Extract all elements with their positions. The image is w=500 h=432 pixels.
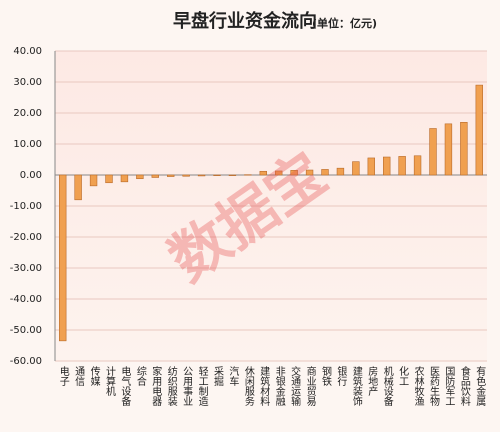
x-tick-label: 银行 [335, 365, 347, 387]
bar [383, 156, 391, 176]
chart-subtitle: (单位：亿元) [312, 16, 377, 30]
x-tick-label: 非银金融 [273, 366, 285, 407]
bar [259, 170, 267, 176]
bar [352, 161, 360, 176]
bar [197, 174, 206, 177]
x-tick-label: 医药生物 [428, 366, 440, 407]
bar [182, 174, 190, 177]
bar [413, 155, 422, 176]
bar [336, 167, 345, 176]
bar [120, 174, 129, 183]
y-tick-label: 0.00 [20, 170, 42, 181]
bar [475, 84, 483, 176]
bar [89, 174, 98, 187]
bar [136, 174, 144, 180]
bar [290, 170, 298, 176]
y-tick-label: -50.00 [10, 325, 42, 336]
y-tick-label: 40.00 [13, 46, 42, 57]
bar [367, 157, 375, 176]
x-tick-label: 公用事业 [181, 366, 193, 406]
bar [275, 170, 283, 176]
bar [74, 174, 82, 201]
bar [228, 174, 237, 176]
bar [105, 174, 113, 184]
x-tick-label: 汽车 [227, 365, 239, 387]
bar [398, 156, 406, 176]
y-tick-label: 30.00 [13, 77, 42, 88]
x-tick-label: 轻工制造 [196, 365, 208, 406]
bar [321, 169, 329, 176]
bar [59, 174, 67, 342]
bar [213, 174, 221, 176]
y-tick-label: -60.00 [10, 356, 42, 367]
x-tick-label: 钢铁 [320, 365, 332, 387]
x-tick-label: 建筑材料 [258, 365, 270, 407]
grid: -60.00 -50.00 -40.00 -30.00 -20.00 -10.00 0.00… [10, 46, 487, 407]
x-tick-label: 通信 [73, 366, 85, 387]
x-tick-label: 计算机 [104, 365, 116, 397]
y-tick-label: -10.00 [10, 201, 42, 212]
chart-title: 早盘行业资金流向 [173, 10, 317, 32]
x-tick-label: 家用电器 [150, 365, 162, 407]
x-tick-label: 电气设备 [119, 365, 131, 407]
x-tick-label: 休闲服务 [242, 366, 254, 407]
x-tick-label: 化工 [397, 365, 409, 386]
bar [151, 174, 159, 178]
x-tick-label: 房地产 [366, 365, 378, 397]
x-tick-label: 农林牧渔 [412, 365, 424, 407]
x-tick-label: 传媒 [88, 366, 100, 387]
y-tick-label: 20.00 [13, 108, 42, 119]
bar [167, 174, 175, 177]
x-tick-label: 有色金属 [474, 365, 486, 407]
y-tick-label: -30.00 [10, 263, 42, 274]
x-tick-label: 商业贸易 [304, 365, 316, 407]
x-tick-label: 机械设备 [381, 365, 393, 407]
bar [429, 128, 437, 176]
bar [460, 122, 468, 176]
bars [59, 84, 483, 342]
bar [244, 174, 252, 176]
x-tick-label: 建筑装饰 [350, 365, 362, 407]
x-tick-label: 采掘 [212, 366, 224, 387]
x-tick-label: 纺织服装 [165, 365, 177, 407]
x-tick-label: 综合 [134, 365, 146, 387]
x-tick-label: 国防军工 [443, 366, 455, 406]
x-tick-label: 食品饮料 [458, 365, 470, 407]
bar [444, 123, 453, 176]
y-tick-label: -20.00 [10, 232, 42, 243]
x-tick-label: 交通运输 [289, 365, 301, 407]
bar [305, 169, 314, 176]
x-tick-label: 电子 [57, 365, 69, 386]
y-tick-label: -40.00 [10, 294, 42, 305]
y-tick-label: 10.00 [13, 139, 42, 150]
